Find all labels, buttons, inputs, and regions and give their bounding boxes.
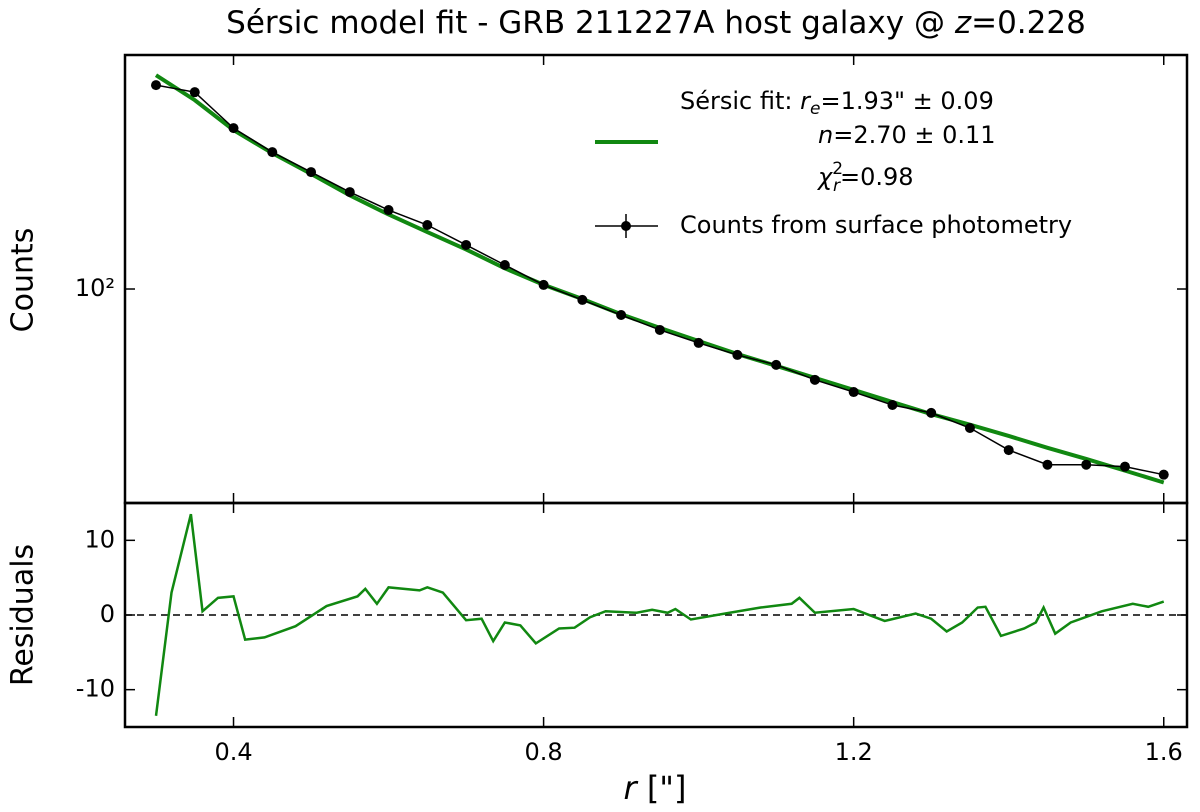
legend-label: n=2.70 ± 0.11 xyxy=(818,121,996,149)
data-point xyxy=(1119,461,1130,472)
data-point xyxy=(577,294,588,305)
data-point xyxy=(267,147,278,158)
fit-line xyxy=(154,73,1165,485)
chart-title: Sérsic model fit - GRB 211227A host gala… xyxy=(226,5,1086,41)
data-point xyxy=(538,279,549,290)
data-point xyxy=(422,220,433,231)
data-point xyxy=(848,387,859,398)
x-tick-label: 0.8 xyxy=(525,738,563,766)
data-point xyxy=(732,349,743,360)
data-point xyxy=(228,123,239,134)
legend-label: Counts from surface photometry xyxy=(680,211,1072,239)
data-point xyxy=(461,239,472,250)
data-point xyxy=(771,359,782,370)
x-axis-label: r ["] xyxy=(623,769,686,807)
fit-line xyxy=(154,513,1165,716)
x-tick-label: 1.6 xyxy=(1145,738,1183,766)
data-point xyxy=(306,167,317,178)
legend-label: Sérsic fit: re=1.93" ± 0.09 xyxy=(680,87,994,119)
legend-swatch xyxy=(621,221,631,231)
x-tick-label: 0.4 xyxy=(214,738,252,766)
data-point xyxy=(926,407,937,418)
data-point xyxy=(1081,459,1092,470)
axes-frame xyxy=(123,501,1189,729)
y-tick-label: 10 xyxy=(84,525,115,553)
y-tick-label: 0 xyxy=(100,600,115,628)
data-point xyxy=(1003,445,1014,456)
data-point xyxy=(964,423,975,434)
data-point xyxy=(1042,459,1053,470)
x-tick-label: 1.2 xyxy=(835,738,873,766)
data-point xyxy=(499,259,510,270)
data-point xyxy=(151,80,162,91)
data-point xyxy=(616,310,627,321)
data-point xyxy=(887,399,898,410)
y-tick-label: -10 xyxy=(76,675,115,703)
legend: Sérsic fit: re=1.93" ± 0.09 n=2.70 ± 0.1… xyxy=(595,87,1072,239)
data-point xyxy=(383,205,394,216)
y-axis-label: Residuals xyxy=(6,544,41,686)
y-tick-label: 10² xyxy=(75,274,115,302)
data-point xyxy=(693,337,704,348)
data-line xyxy=(155,84,1164,476)
legend-label: χ2 r=0.98 xyxy=(816,159,914,196)
data-point xyxy=(654,324,665,335)
axes-frame xyxy=(123,53,1189,505)
data-point xyxy=(344,187,355,198)
y-axis-label: Counts xyxy=(6,228,41,333)
data-point xyxy=(809,374,820,385)
data-point xyxy=(1158,469,1169,480)
data-point xyxy=(189,87,200,98)
